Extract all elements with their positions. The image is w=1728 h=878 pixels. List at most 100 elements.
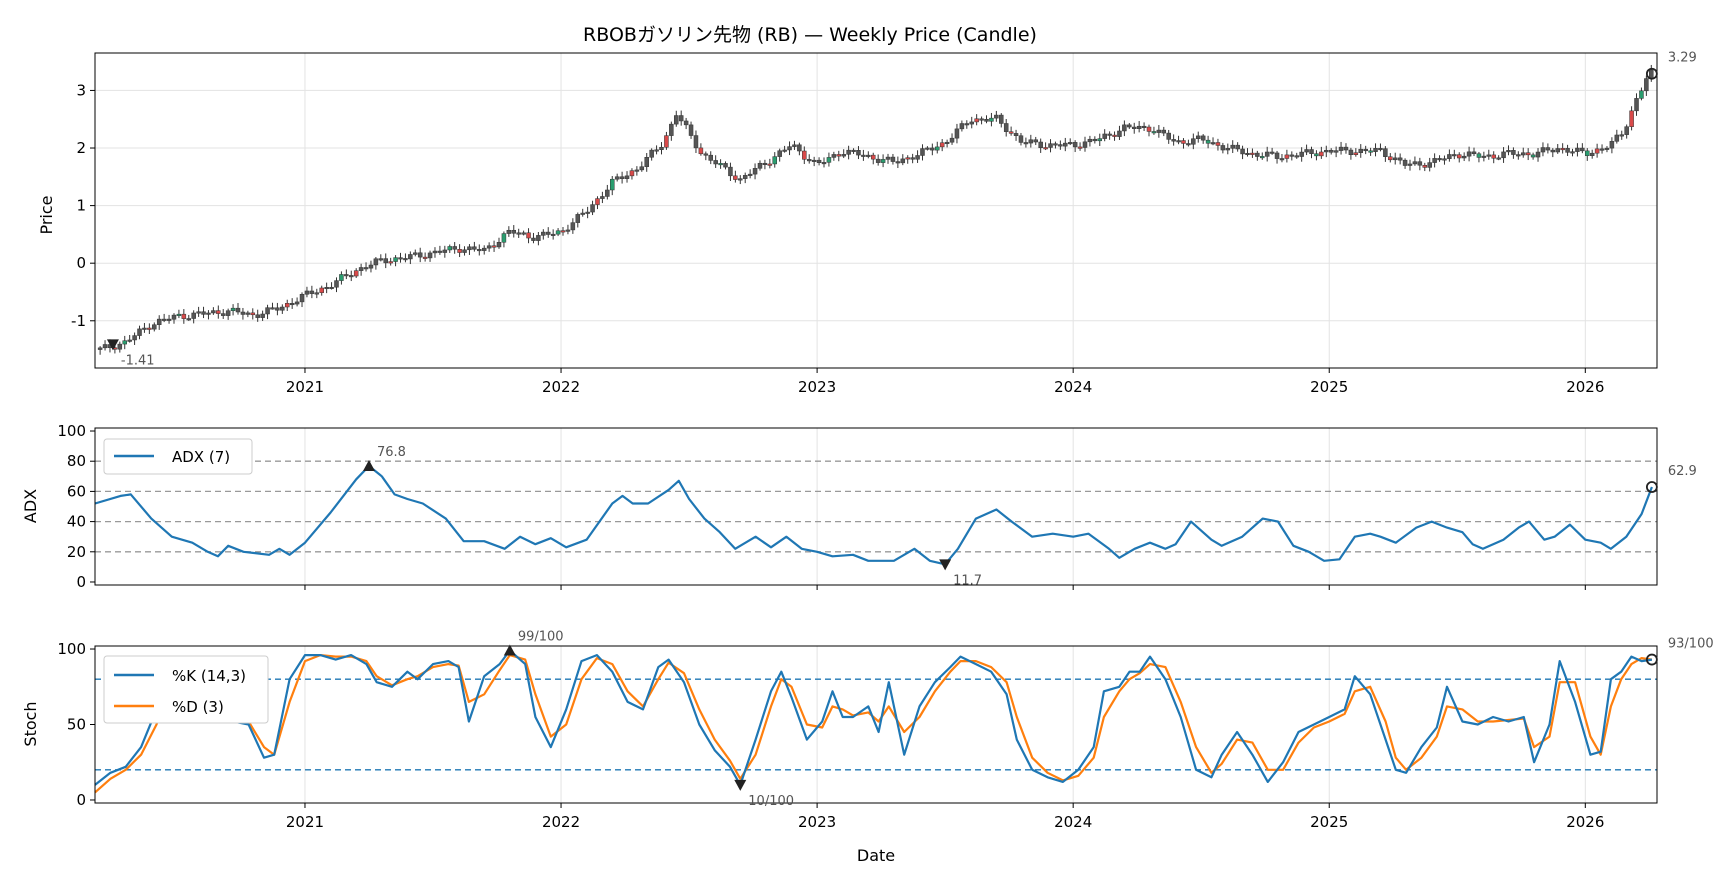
candle-body <box>526 232 531 239</box>
candle-body <box>1171 139 1176 142</box>
candle-body <box>211 310 216 314</box>
candle-body <box>870 154 876 160</box>
candle-body <box>1314 153 1319 157</box>
candle-body <box>939 142 945 148</box>
stoch-annotation-1-marker <box>734 779 747 791</box>
candle-body <box>452 246 457 250</box>
candle-body <box>664 135 669 148</box>
candle-body <box>949 137 955 143</box>
candle-body <box>398 257 403 260</box>
candle-body <box>363 267 369 270</box>
candle-body <box>304 290 310 295</box>
adx-ytick-label-0: 0 <box>76 573 86 591</box>
candle-body <box>964 123 970 126</box>
candle-body <box>1023 142 1029 145</box>
stoch-xtick-label-2023: 2023 <box>798 813 836 831</box>
candle-body <box>1466 151 1472 157</box>
candle-body <box>1407 163 1413 166</box>
candle-body <box>1368 150 1373 153</box>
candle-body <box>920 148 925 156</box>
candle-body <box>802 150 807 160</box>
candle-body <box>1205 139 1211 144</box>
candle-body <box>1530 154 1536 158</box>
candle-body <box>1338 146 1344 151</box>
candle-body <box>846 149 851 155</box>
candle-body <box>477 249 482 252</box>
candle-body <box>1447 154 1452 159</box>
candle-body <box>708 154 713 161</box>
candle-body <box>1437 158 1442 161</box>
candle-body <box>491 245 497 248</box>
candle-body <box>250 312 256 316</box>
candle-body <box>674 115 679 125</box>
price-annotation-1-label: 3.29 <box>1668 51 1697 66</box>
candle-body <box>516 232 521 235</box>
adx-legend-label: ADX (7) <box>172 448 230 466</box>
candle-body <box>1442 158 1447 161</box>
candle-body <box>206 312 211 315</box>
candle-body <box>688 124 694 136</box>
candle-body <box>777 150 782 157</box>
candle-body <box>462 249 467 253</box>
candle-body <box>1575 147 1580 152</box>
candle-body <box>831 154 837 158</box>
candle-body <box>1048 143 1053 148</box>
candle-body <box>413 252 418 255</box>
candle-body <box>1200 135 1206 141</box>
candle-body <box>1555 148 1560 153</box>
adx-ytick-label-60: 60 <box>67 482 86 500</box>
stoch-legend: %K (14,3) %D (3) <box>103 655 269 724</box>
candle-body <box>255 314 260 318</box>
candle-body <box>1136 125 1142 129</box>
candle-body <box>1333 150 1339 153</box>
candle-body <box>358 267 364 271</box>
candle-body <box>511 229 517 234</box>
candle-body <box>969 121 974 125</box>
candle-body <box>1319 151 1324 157</box>
stoch-ytick-label-100: 100 <box>57 640 86 658</box>
candle-body <box>280 306 285 311</box>
candle-body <box>1525 152 1531 156</box>
candle-body <box>1624 126 1629 135</box>
candle-body <box>334 280 339 288</box>
candle-body <box>915 155 920 160</box>
price-annotation-0-label: -1.41 <box>121 353 155 368</box>
candle-body <box>1112 134 1117 137</box>
candle-body <box>836 154 842 157</box>
candle-body <box>575 214 581 223</box>
candle-body <box>353 270 359 277</box>
stoch-annotation-1-label: 10/100 <box>748 794 794 809</box>
candle-body <box>432 250 438 254</box>
candle-body <box>811 159 817 162</box>
adx-annotation-1-label: 11.7 <box>953 573 982 588</box>
candle-body <box>1220 145 1226 151</box>
candle-body <box>171 314 177 320</box>
candle-body <box>757 162 763 169</box>
price-ytick-label-2: 2 <box>76 139 86 157</box>
candle-body <box>403 258 408 261</box>
candle-body <box>1028 139 1034 144</box>
candle-body <box>1082 141 1088 148</box>
candle-body <box>826 157 832 163</box>
candle-body <box>910 157 915 160</box>
candle-body <box>137 328 142 336</box>
candle-body <box>166 318 172 321</box>
candle-body <box>1456 154 1462 159</box>
stoch-ytick-label-50: 50 <box>67 716 86 734</box>
candle-body <box>639 166 645 171</box>
candle-body <box>1131 126 1137 129</box>
price-xtick-label-2025: 2025 <box>1310 378 1348 396</box>
candle-body <box>299 294 305 303</box>
adx-ytick-label-80: 80 <box>67 452 86 470</box>
stoch-series-line--k-14-3- <box>94 649 1653 786</box>
stoch-legend-d-label: %D (3) <box>172 698 224 716</box>
candle-body <box>117 343 123 350</box>
candle-body <box>216 310 221 314</box>
candle-body <box>595 198 600 205</box>
candle-body <box>624 175 630 179</box>
candle-body <box>447 246 452 251</box>
candle-body <box>1521 152 1526 156</box>
price-annotation-1-marker <box>1645 67 1658 80</box>
candle-body <box>161 318 167 321</box>
adx-annotation-0-marker <box>362 460 375 472</box>
